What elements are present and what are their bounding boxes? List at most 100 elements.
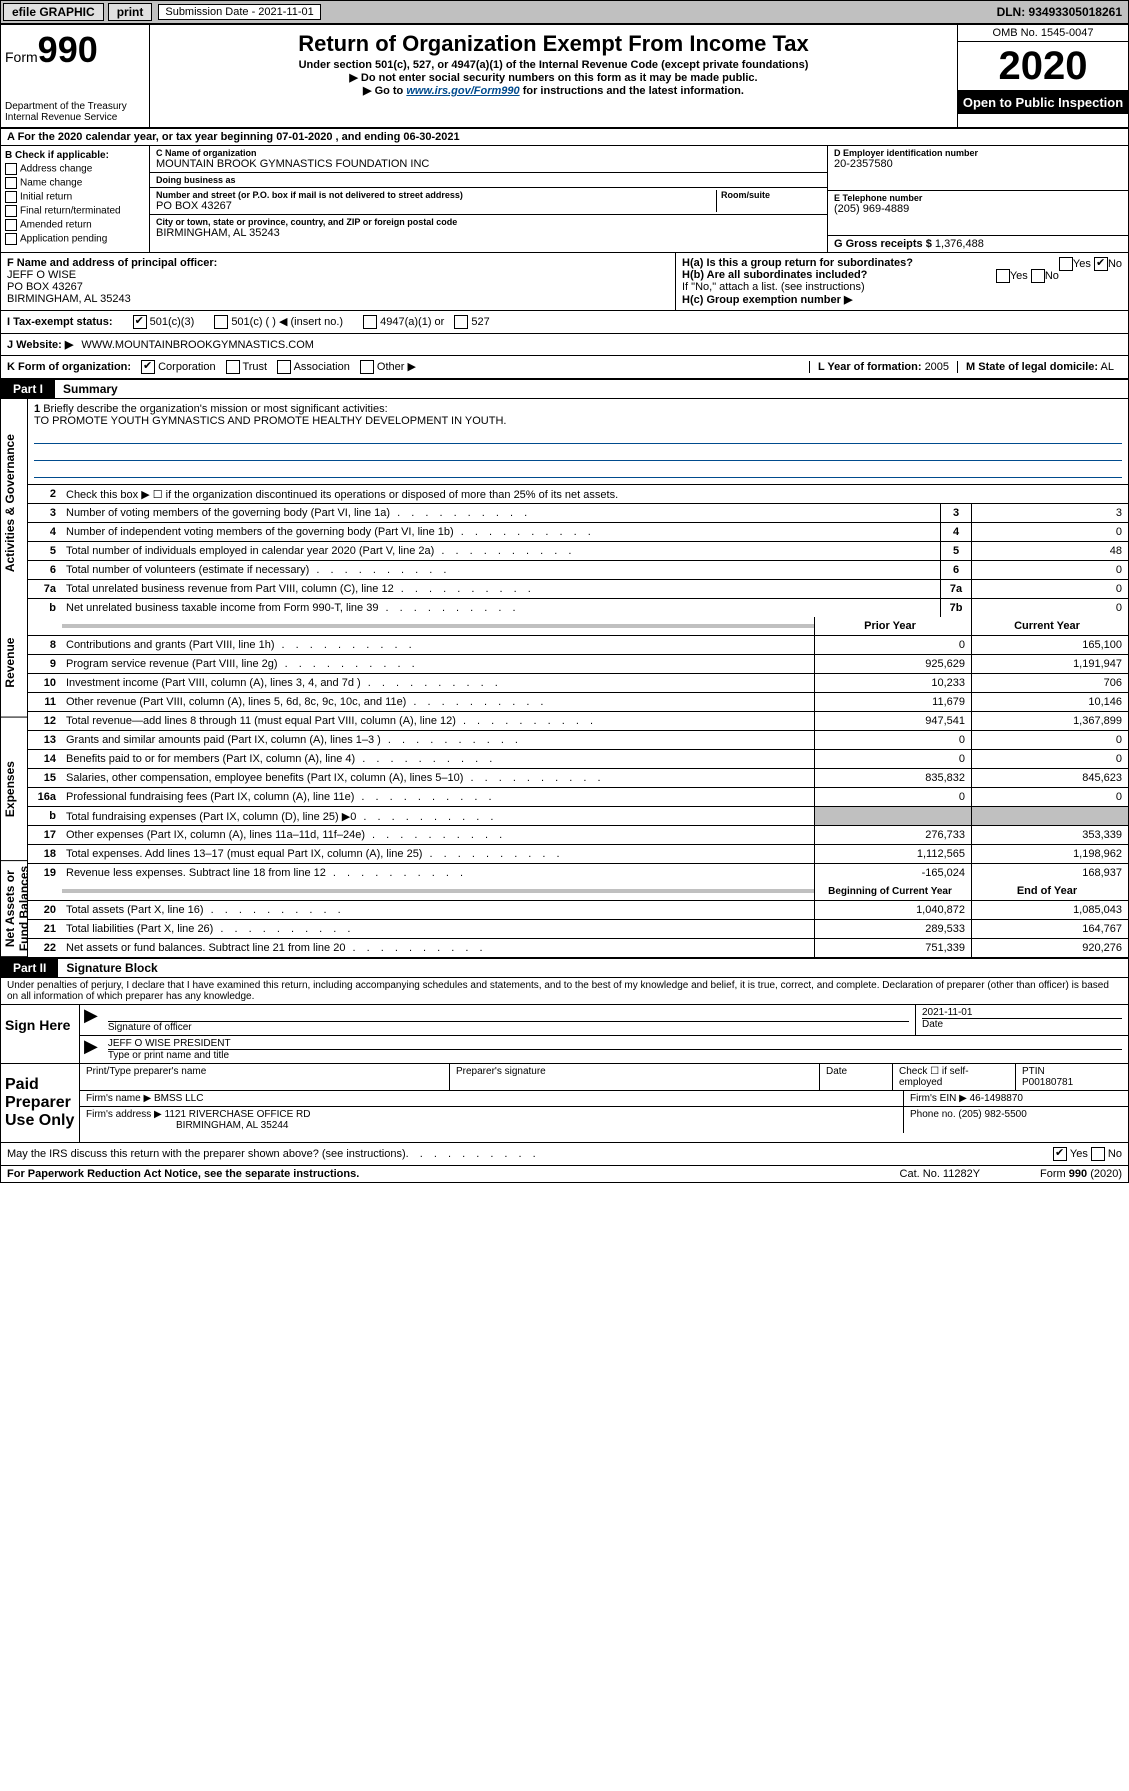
efile-button[interactable]: efile GRAPHIC [3, 3, 104, 21]
summary-line: 16a Professional fundraising fees (Part … [28, 788, 1128, 807]
summary-line: b Net unrelated business taxable income … [28, 599, 1128, 617]
prep-selfemp-label: Check ☐ if self-employed [893, 1064, 1016, 1090]
chk-name-change[interactable]: Name change [5, 177, 145, 189]
firm-ein: 46-1498870 [970, 1093, 1023, 1104]
mission-value: TO PROMOTE YOUTH GYMNASTICS AND PROMOTE … [34, 415, 506, 427]
line-num: 19 [28, 867, 62, 879]
opt-501c: 501(c) ( ) ◀ (insert no.) [231, 316, 343, 328]
line-num: 18 [28, 848, 62, 860]
line-text: Net assets or fund balances. Subtract li… [62, 940, 814, 956]
line-box: 3 [940, 504, 971, 522]
line-text: Contributions and grants (Part VIII, lin… [62, 637, 814, 653]
line-num: 14 [28, 753, 62, 765]
chk-501c[interactable] [214, 315, 228, 329]
officer-print-name: JEFF O WISE PRESIDENT [108, 1038, 1122, 1049]
line-prior: -165,024 [814, 864, 971, 882]
org-name-label: C Name of organization [156, 148, 821, 158]
line-text: Grants and similar amounts paid (Part IX… [62, 732, 814, 748]
prior-year-hdr: Prior Year [814, 617, 971, 635]
chk-trust[interactable] [226, 360, 240, 374]
discuss-text: May the IRS discuss this return with the… [7, 1148, 406, 1160]
summary-line: 6 Total number of volunteers (estimate i… [28, 561, 1128, 580]
arrow-icon: ▶ [80, 1005, 102, 1035]
org-name: MOUNTAIN BROOK GYMNASTICS FOUNDATION INC [156, 158, 821, 170]
line-text: Revenue less expenses. Subtract line 18 … [62, 865, 814, 881]
line-num: 21 [28, 923, 62, 935]
print-button[interactable]: print [108, 3, 153, 21]
chk-address-change[interactable]: Address change [5, 163, 145, 175]
summary-line: b Total fundraising expenses (Part IX, c… [28, 807, 1128, 826]
form-title: Return of Organization Exempt From Incom… [154, 31, 953, 57]
line-prior: 835,832 [814, 769, 971, 787]
sig-officer-label: Signature of officer [108, 1021, 909, 1033]
line-num: 7a [28, 583, 62, 595]
line-val: 3 [971, 504, 1128, 522]
vtab-netassets: Net Assets or Fund Balances [1, 861, 27, 957]
line-box: 7b [940, 599, 971, 617]
tax-year: 2020 [958, 42, 1128, 91]
line-box: 5 [940, 542, 971, 560]
line-num: 11 [28, 696, 62, 708]
website-value: WWW.MOUNTAINBROOKGYMNASTICS.COM [81, 339, 314, 351]
chk-name-change-lbl: Name change [20, 178, 82, 189]
firm-addr1: 1121 RIVERCHASE OFFICE RD [165, 1109, 311, 1120]
line-prior: 11,679 [814, 693, 971, 711]
ha-yes[interactable] [1059, 257, 1073, 271]
irs-label: Internal Revenue Service [5, 112, 145, 123]
part-1-header: Part I Summary [0, 379, 1129, 399]
summary-line: 8 Contributions and grants (Part VIII, l… [28, 636, 1128, 655]
line-num: 20 [28, 904, 62, 916]
ein-label: D Employer identification number [834, 148, 1122, 158]
part-2-title: Signature Block [58, 959, 165, 977]
end-year-hdr: End of Year [971, 882, 1128, 900]
chk-other[interactable] [360, 360, 374, 374]
officer-addr1: PO BOX 43267 [7, 281, 669, 293]
hb-yes[interactable] [996, 269, 1010, 283]
summary-line: 20 Total assets (Part X, line 16) 1,040,… [28, 901, 1128, 920]
sign-here-label: Sign Here [1, 1005, 80, 1063]
underline [34, 429, 1122, 444]
line-text: Other revenue (Part VIII, column (A), li… [62, 694, 814, 710]
form-number: 990 [38, 29, 98, 70]
line-current: 706 [971, 674, 1128, 692]
page-footer: For Paperwork Reduction Act Notice, see … [0, 1166, 1129, 1183]
chk-corp[interactable] [141, 360, 155, 374]
line-box: 6 [940, 561, 971, 579]
underline [34, 463, 1122, 478]
current-year-hdr: Current Year [971, 617, 1128, 635]
chk-501c3[interactable] [133, 315, 147, 329]
line-num: 4 [28, 526, 62, 538]
hb-no[interactable] [1031, 269, 1045, 283]
chk-app-pending[interactable]: Application pending [5, 233, 145, 245]
dln-label: DLN: 93493305018261 [997, 5, 1128, 19]
part-2-header: Part II Signature Block [0, 958, 1129, 978]
line-num: 16a [28, 791, 62, 803]
part-2-label: Part II [1, 959, 58, 977]
chk-527[interactable] [454, 315, 468, 329]
vtab-revenue: Revenue [1, 608, 27, 718]
summary-line: 5 Total number of individuals employed i… [28, 542, 1128, 561]
line-prior: 925,629 [814, 655, 971, 673]
discuss-yes[interactable] [1053, 1147, 1067, 1161]
discuss-no[interactable] [1091, 1147, 1105, 1161]
line-val: 0 [971, 561, 1128, 579]
line-text: Number of independent voting members of … [62, 524, 940, 540]
prep-sig-label: Preparer's signature [450, 1064, 820, 1090]
chk-4947[interactable] [363, 315, 377, 329]
ha-line: H(a) Is this a group return for subordin… [682, 257, 1122, 269]
line-current: 0 [971, 788, 1128, 806]
submission-date: Submission Date - 2021-11-01 [158, 4, 320, 20]
chk-final-return[interactable]: Final return/terminated [5, 205, 145, 217]
summary-line: 21 Total liabilities (Part X, line 26) 2… [28, 920, 1128, 939]
irs-link[interactable]: www.irs.gov/Form990 [406, 85, 519, 97]
line-current: 1,198,962 [971, 845, 1128, 863]
summary-line: 15 Salaries, other compensation, employe… [28, 769, 1128, 788]
ha-no[interactable] [1094, 257, 1108, 271]
chk-assoc[interactable] [277, 360, 291, 374]
chk-amended-return[interactable]: Amended return [5, 219, 145, 231]
line-val: 0 [971, 580, 1128, 598]
officer-addr2: BIRMINGHAM, AL 35243 [7, 293, 669, 305]
form-id: Form990 [5, 29, 145, 71]
line-num: 10 [28, 677, 62, 689]
chk-initial-return[interactable]: Initial return [5, 191, 145, 203]
